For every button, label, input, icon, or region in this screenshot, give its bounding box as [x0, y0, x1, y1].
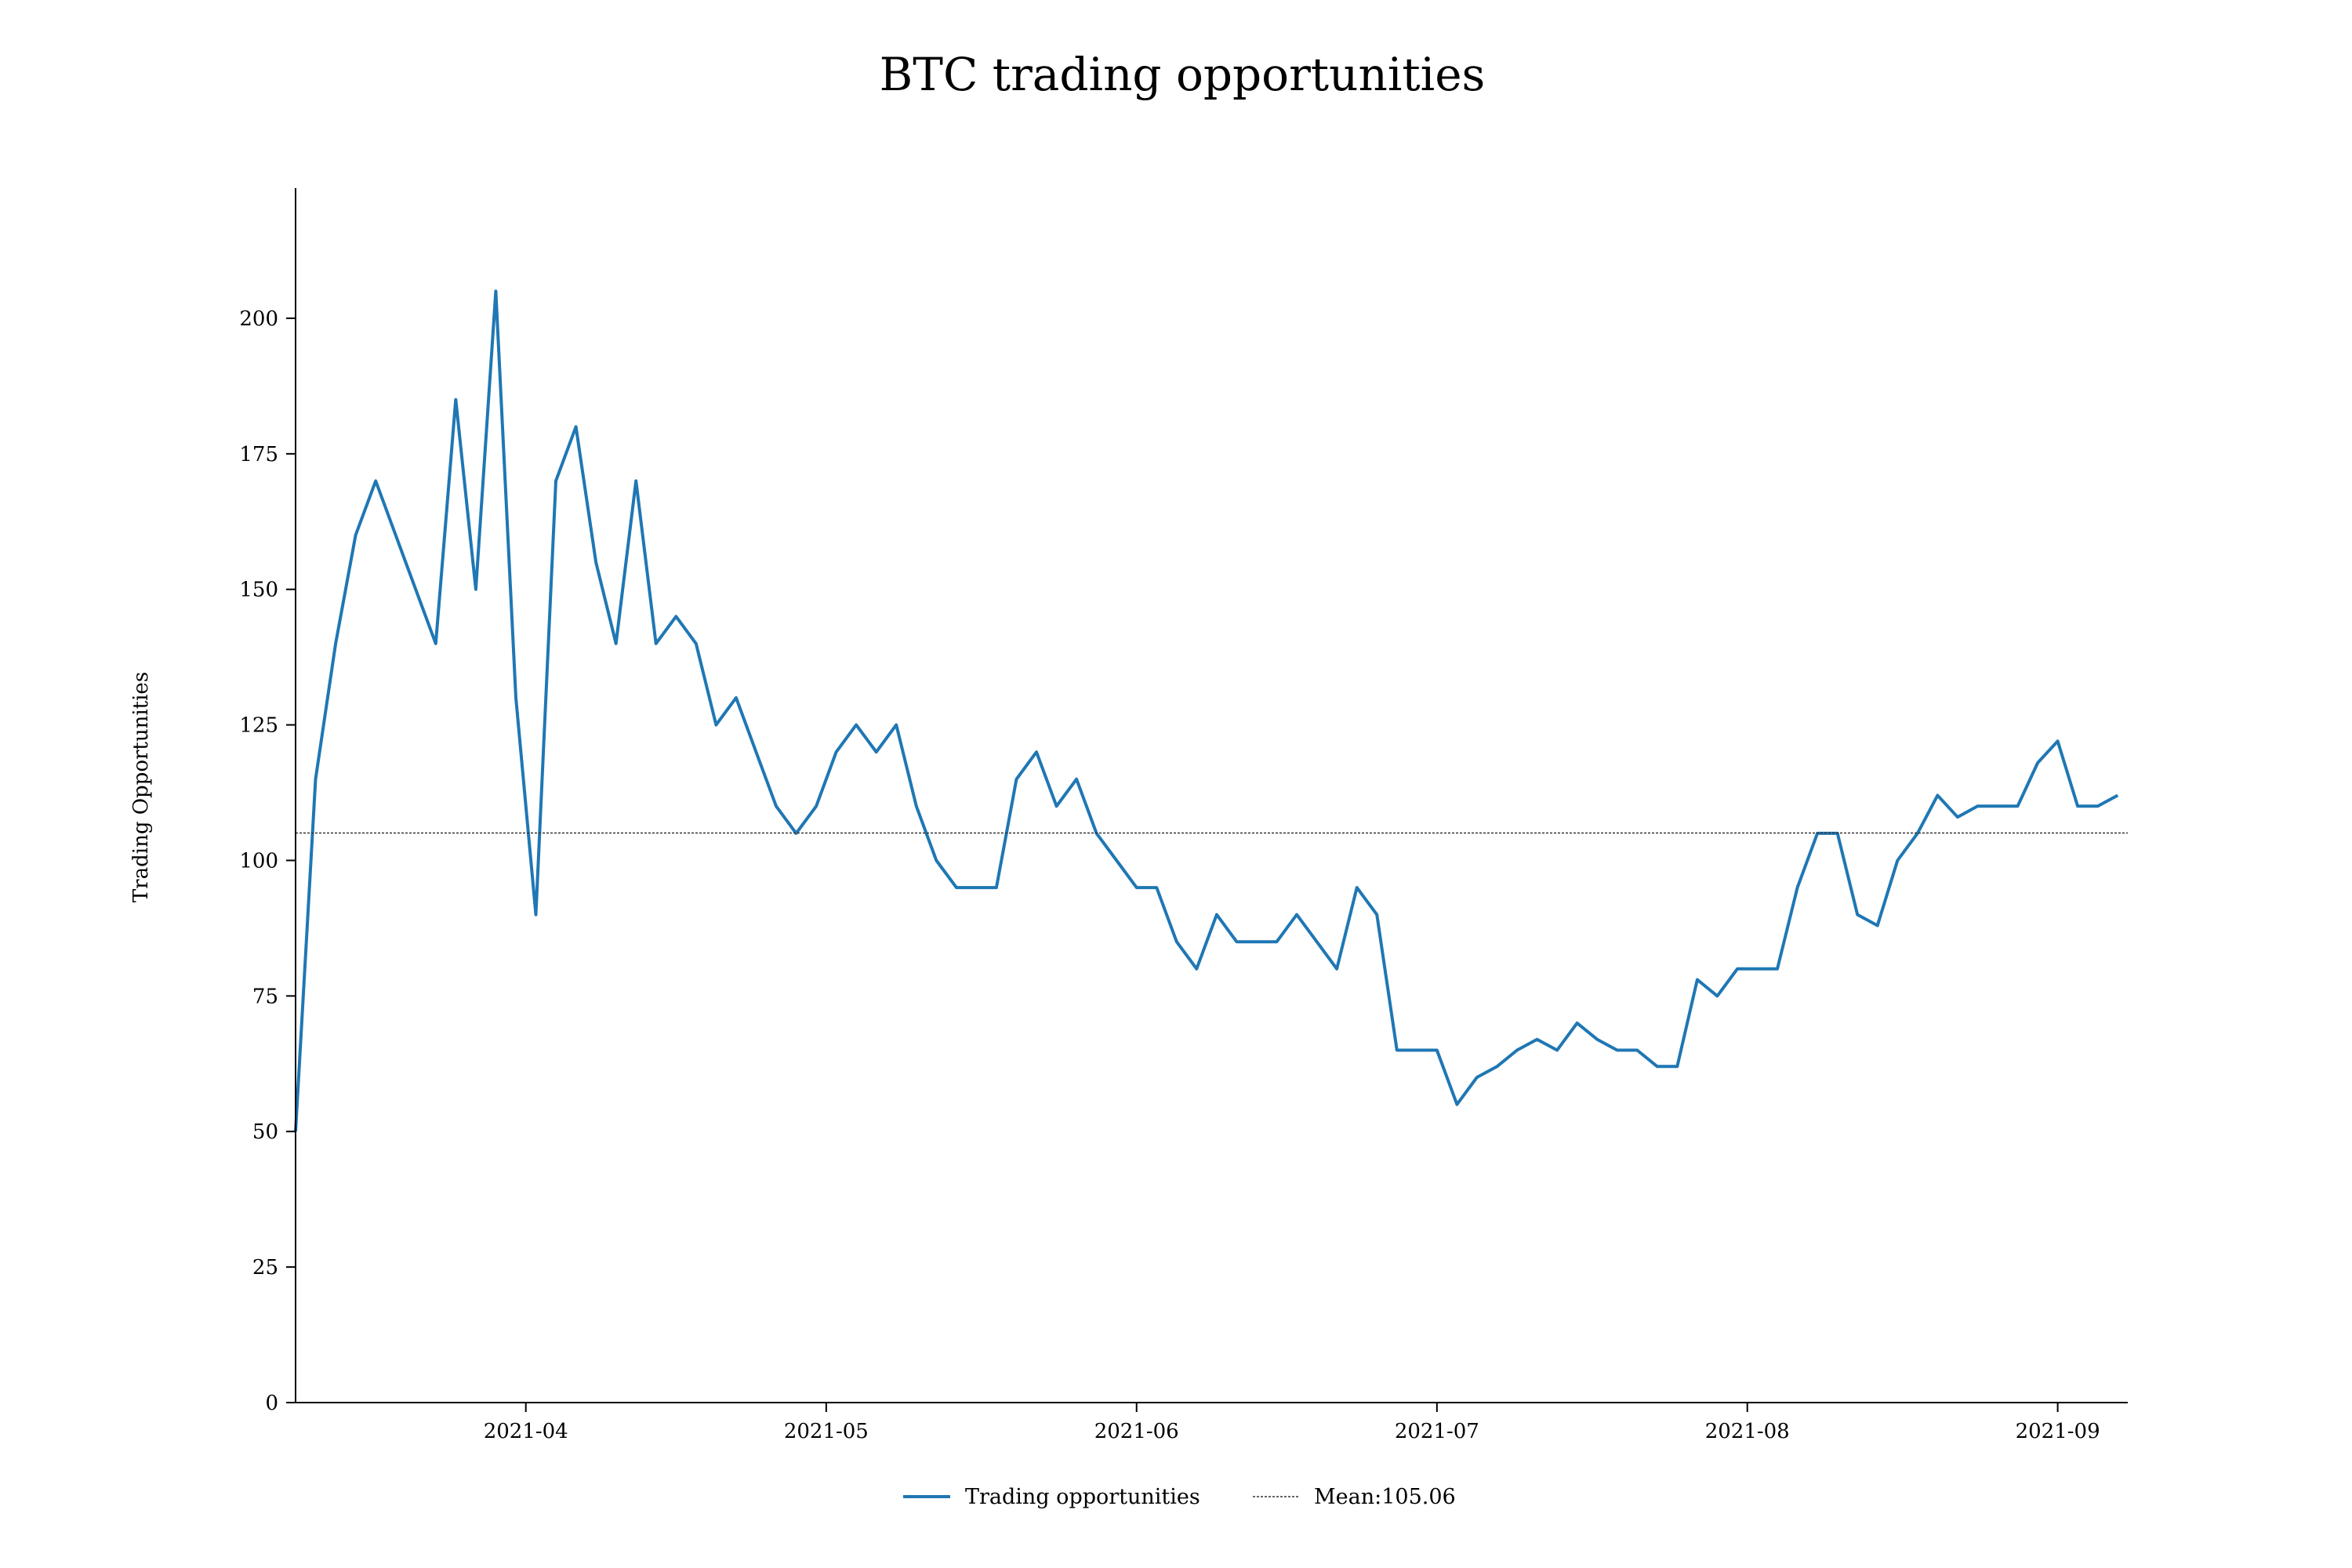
legend-mean-label: Mean:105.06 [1314, 1485, 1456, 1509]
y-tick-label: 75 [252, 985, 278, 1008]
x-tick-label: 2021-05 [784, 1420, 869, 1443]
x-tick-label: 2021-04 [484, 1420, 568, 1443]
x-tick-label: 2021-06 [1094, 1420, 1179, 1443]
x-tick-label: 2021-09 [2016, 1420, 2100, 1443]
y-tick-label: 150 [239, 579, 278, 602]
x-tick-label: 2021-08 [1705, 1420, 1790, 1443]
y-tick-label: 100 [239, 849, 278, 873]
legend-series-label: Trading opportunities [965, 1485, 1200, 1509]
y-tick-label: 200 [239, 307, 278, 331]
y-tick-label: 25 [252, 1256, 278, 1279]
y-axis-ticks: 0 25 50 75 100 125 150 175 200 [239, 307, 296, 1415]
y-tick-label: 0 [265, 1392, 278, 1415]
x-tick-label: 2021-07 [1395, 1420, 1479, 1443]
y-axis-label: Trading Opportunities [129, 672, 153, 902]
chart-title: BTC trading opportunities [880, 48, 1486, 101]
y-tick-label: 175 [239, 443, 278, 466]
plot-area [294, 289, 2128, 1132]
legend: Trading opportunities Mean:105.06 [903, 1485, 1456, 1509]
y-tick-label: 125 [239, 714, 278, 738]
y-tick-label: 50 [252, 1120, 278, 1144]
trading-opportunities-line [294, 289, 2119, 1132]
x-axis-ticks: 2021-04 2021-05 2021-06 2021-07 2021-08 2021-… [484, 1403, 2100, 1443]
